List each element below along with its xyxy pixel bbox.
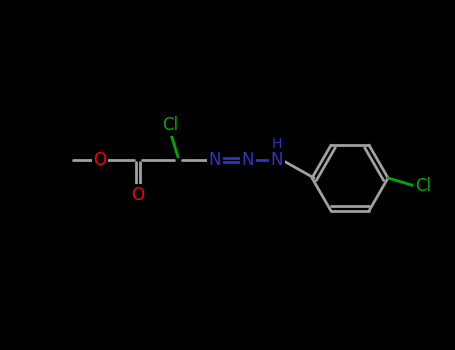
Text: N: N [242,151,254,169]
Text: O: O [93,151,106,169]
Text: H: H [272,137,282,151]
Text: N: N [271,151,283,169]
Text: O: O [131,186,145,204]
Text: N: N [209,151,221,169]
Text: Cl: Cl [415,177,431,195]
Text: Cl: Cl [162,116,178,134]
